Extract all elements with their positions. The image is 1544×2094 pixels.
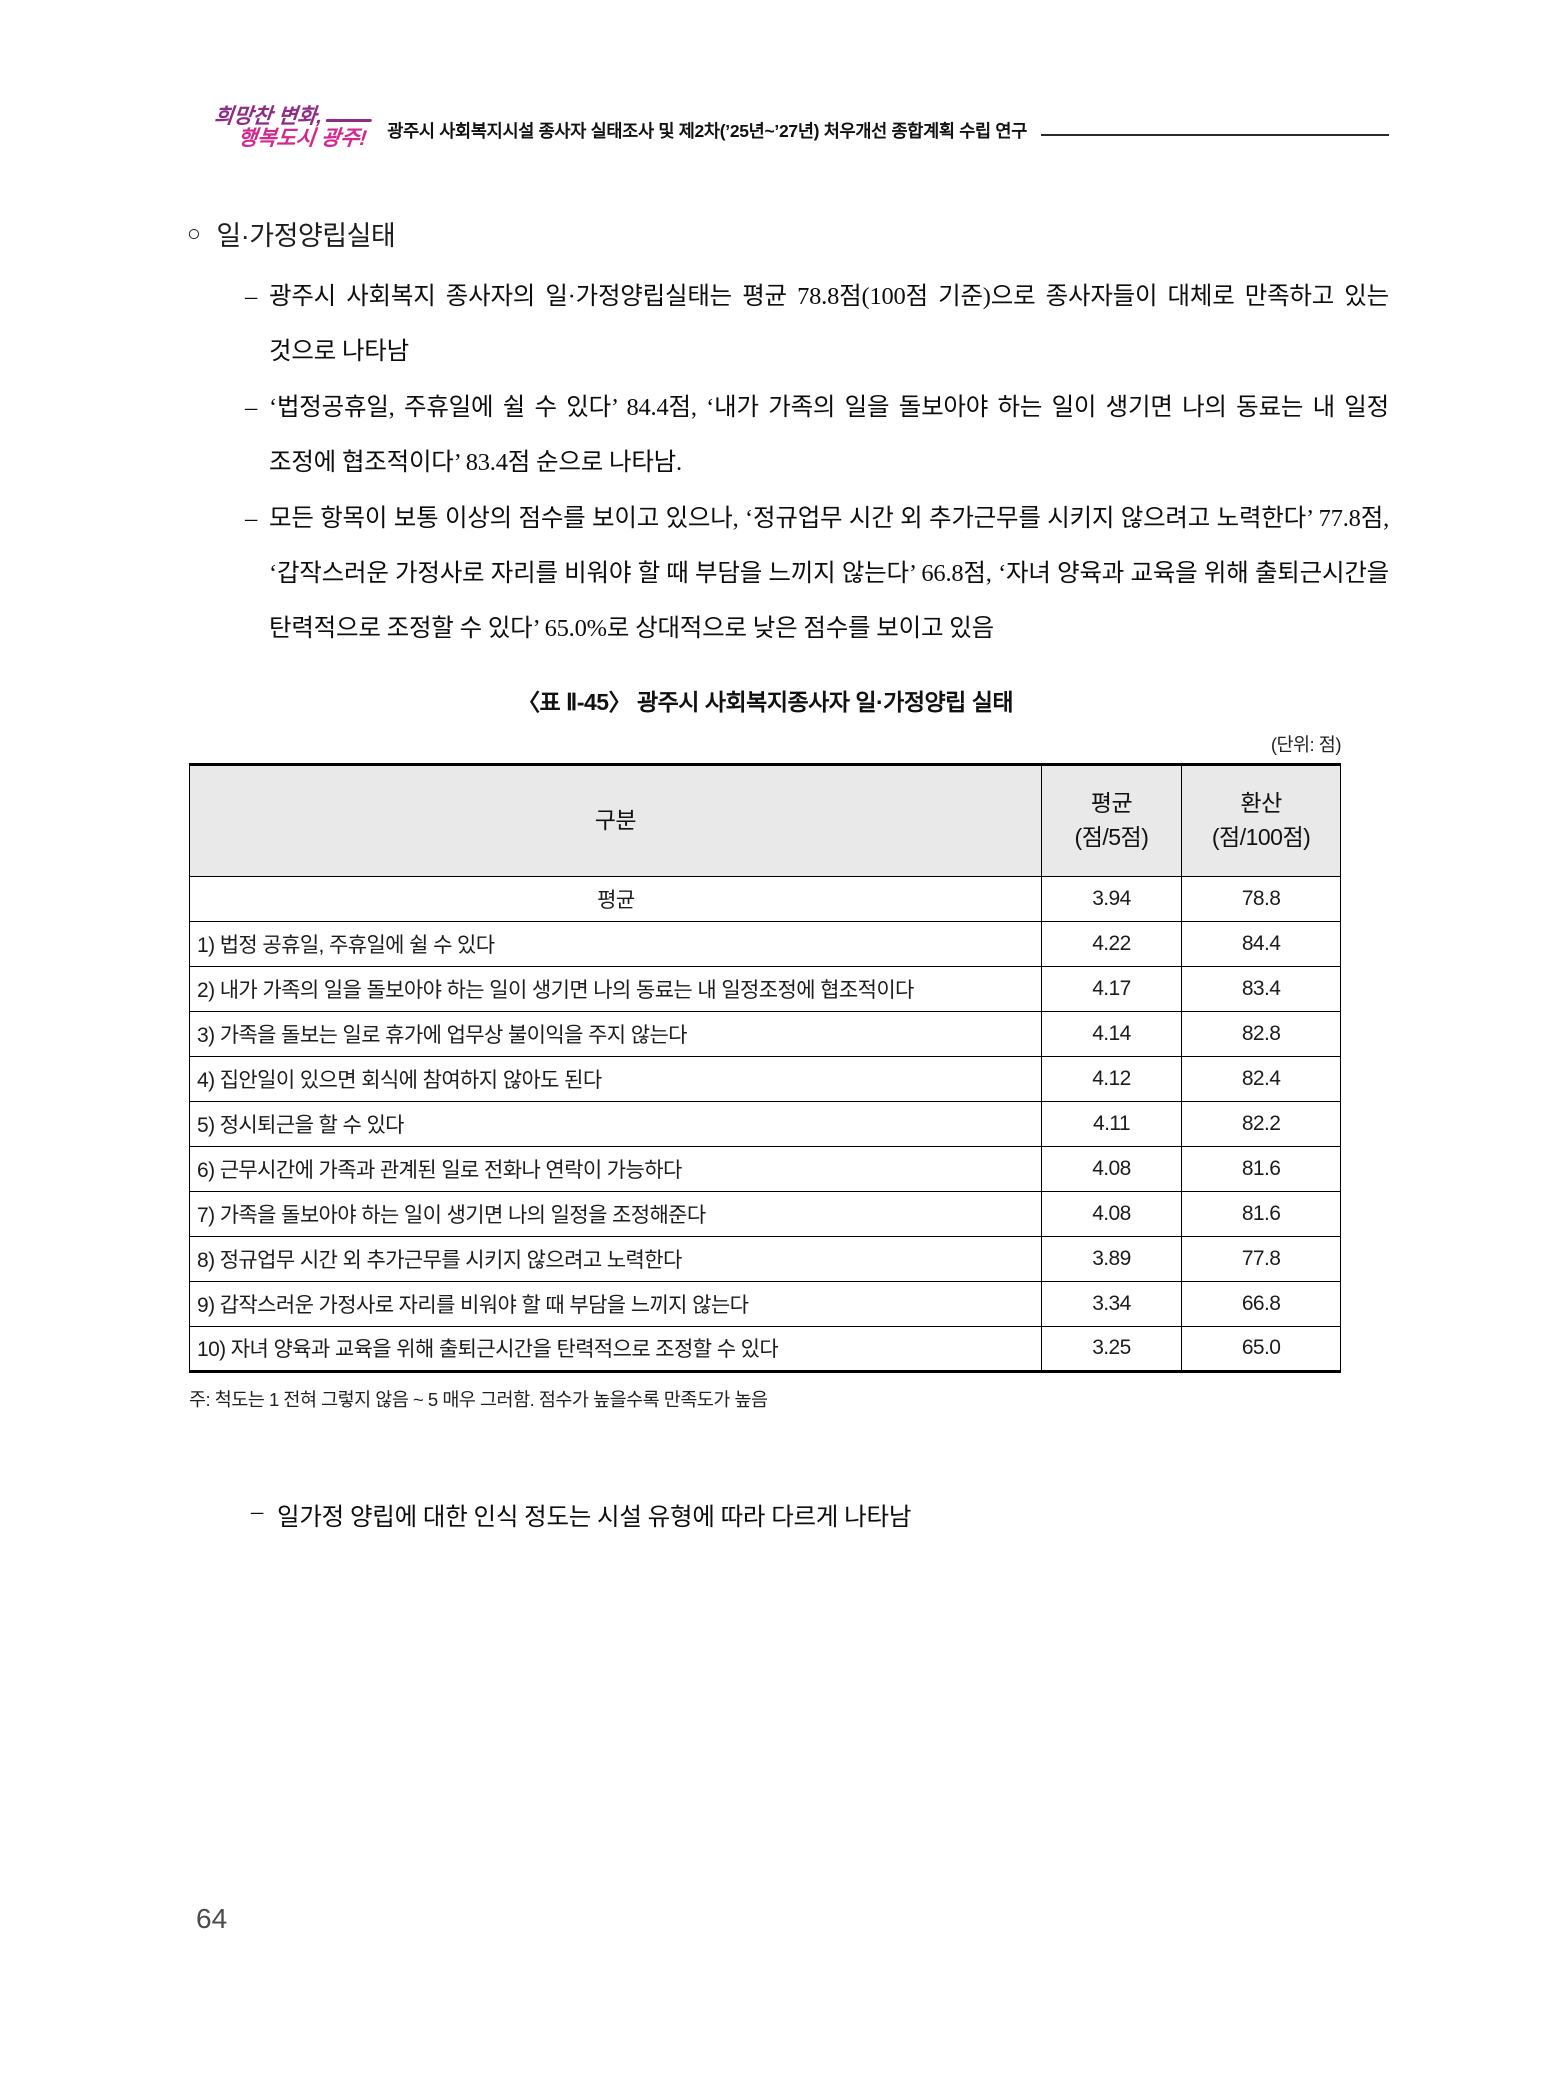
row-avg: 4.11 (1040, 1100, 1183, 1147)
bullet-text: 광주시 사회복지 종사자의 일·가정양립실태는 평균 78.8점(100점 기준… (269, 283, 1389, 366)
section-heading-text: 일·가정양립실태 (216, 221, 396, 252)
row-avg: 3.94 (1040, 875, 1183, 922)
row-scaled: 66.8 (1181, 1280, 1341, 1327)
row-scaled: 81.6 (1181, 1145, 1341, 1192)
running-head-title: 광주시 사회복지시설 종사자 실태조사 및 제2차(’25년~’27년) 처우개… (387, 121, 1028, 142)
table-row: 2) 내가 가족의 일을 돌보아야 하는 일이 생기면 나의 동료는 내 일정조… (189, 965, 1341, 1012)
header-rule (1041, 134, 1389, 137)
city-logo: 희망찬 변화, 행복도시 광주! (211, 105, 374, 151)
row-label: 9) 갑작스러운 가정사로 자리를 비워야 할 때 부담을 느끼지 않는다 (189, 1280, 1042, 1327)
circle-bullet-icon: ○ (187, 220, 201, 247)
dash-bullet-icon: – (245, 283, 258, 311)
row-scaled: 78.8 (1181, 875, 1341, 922)
table-row: 7) 가족을 돌보아야 하는 일이 생기면 나의 일정을 조정해준다 4.08 … (189, 1190, 1341, 1237)
table-body: 평균 3.94 78.8 1) 법정 공휴일, 주휴일에 쉴 수 있다 4.22… (189, 875, 1341, 1372)
col-header-avg-line2: (점/5점) (1074, 823, 1149, 850)
row-label: 7) 가족을 돌보아야 하는 일이 생기면 나의 일정을 조정해준다 (189, 1190, 1042, 1237)
table-row: 9) 갑작스러운 가정사로 자리를 비워야 할 때 부담을 느끼지 않는다 3.… (189, 1280, 1341, 1327)
row-avg: 3.34 (1040, 1280, 1183, 1327)
dash-bullet-icon: – (245, 393, 258, 421)
section-heading: ○ 일·가정양립실태 (187, 214, 1389, 253)
row-label: 2) 내가 가족의 일을 돌보아야 하는 일이 생기면 나의 동료는 내 일정조… (189, 965, 1042, 1012)
row-label: 5) 정시퇴근을 할 수 있다 (189, 1100, 1042, 1147)
table-row: 5) 정시퇴근을 할 수 있다 4.11 82.2 (189, 1100, 1341, 1147)
table-header-row: 구분 평균 (점/5점) 환산 (점/100점) (189, 763, 1341, 877)
row-label: 10) 자녀 양육과 교육을 위해 출퇴근시간을 탄력적으로 조정할 수 있다 (189, 1325, 1042, 1372)
table-header: 구분 평균 (점/5점) 환산 (점/100점) (189, 763, 1341, 877)
bullet-item: – ‘법정공휴일, 주휴일에 쉴 수 있다’ 84.4점, ‘내가 가족의 일을… (245, 380, 1389, 491)
closing-bullet: – 일가정 양립에 대한 인식 정도는 시설 유형에 따라 다르게 나타남 (251, 1498, 1389, 1533)
table-unit-label: (단위: 점) (1270, 733, 1342, 755)
table-row: 4) 집안일이 있으면 회식에 참여하지 않아도 된다 4.12 82.4 (189, 1055, 1341, 1102)
table-footnote: 주: 척도는 1 전혀 그렇지 않음 ~ 5 매우 그러함. 점수가 높을수록 … (189, 1388, 768, 1410)
row-label: 4) 집안일이 있으면 회식에 참여하지 않아도 된다 (189, 1055, 1042, 1102)
row-scaled: 65.0 (1181, 1325, 1341, 1372)
col-header-scaled: 환산 (점/100점) (1181, 763, 1341, 877)
row-label: 3) 가족을 돌보는 일로 휴가에 업무상 불이익을 주지 않는다 (189, 1010, 1042, 1057)
bullet-item: – 모든 항목이 보통 이상의 점수를 보이고 있으나, ‘정규업무 시간 외 … (245, 491, 1389, 657)
col-header-category: 구분 (189, 763, 1042, 877)
row-avg: 3.89 (1040, 1235, 1183, 1282)
page-number: 64 (196, 1903, 228, 1934)
col-header-scaled-line1: 환산 (1240, 790, 1282, 817)
col-header-avg: 평균 (점/5점) (1040, 763, 1183, 877)
row-avg: 4.14 (1040, 1010, 1183, 1057)
logo-flourish (325, 118, 373, 122)
row-avg: 4.17 (1040, 965, 1183, 1012)
bullet-list: – 광주시 사회복지 종사자의 일·가정양립실태는 평균 78.8점(100점 … (245, 269, 1389, 657)
page-header: 희망찬 변화, 행복도시 광주! 광주시 사회복지시설 종사자 실태조사 및 제… (211, 105, 1389, 151)
work-family-balance-table: 구분 평균 (점/5점) 환산 (점/100점) 평균 3.94 78.8 1)… (189, 762, 1341, 1373)
table-title: 〈표 Ⅱ-45〉 광주시 사회복지종사자 일·가정양립 실태 (516, 688, 1014, 715)
table-row: 10) 자녀 양육과 교육을 위해 출퇴근시간을 탄력적으로 조정할 수 있다 … (189, 1325, 1341, 1372)
row-label: 6) 근무시간에 가족과 관계된 일로 전화나 연락이 가능하다 (189, 1145, 1042, 1192)
table-row: 8) 정규업무 시간 외 추가근무를 시키지 않으려고 노력한다 3.89 77… (189, 1235, 1341, 1282)
col-header-avg-line1: 평균 (1090, 790, 1133, 817)
row-scaled: 77.8 (1181, 1235, 1341, 1282)
col-header-scaled-line2: (점/100점) (1211, 823, 1311, 850)
logo-slogan-line2: 행복도시 광주! (236, 127, 368, 151)
row-scaled: 82.4 (1181, 1055, 1341, 1102)
table-row: 1) 법정 공휴일, 주휴일에 쉴 수 있다 4.22 84.4 (189, 920, 1341, 967)
row-avg: 3.25 (1040, 1325, 1183, 1372)
row-label: 평균 (189, 875, 1042, 922)
row-label: 1) 법정 공휴일, 주휴일에 쉴 수 있다 (189, 920, 1042, 967)
row-label: 8) 정규업무 시간 외 추가근무를 시키지 않으려고 노력한다 (189, 1235, 1042, 1282)
dash-bullet-icon: – (251, 1497, 264, 1525)
bullet-item: – 광주시 사회복지 종사자의 일·가정양립실태는 평균 78.8점(100점 … (245, 269, 1389, 380)
row-avg: 4.08 (1040, 1190, 1183, 1237)
row-avg: 4.08 (1040, 1145, 1183, 1192)
row-scaled: 81.6 (1181, 1190, 1341, 1237)
row-scaled: 83.4 (1181, 965, 1341, 1012)
dash-bullet-icon: – (245, 504, 258, 532)
row-avg: 4.22 (1040, 920, 1183, 967)
closing-bullet-text: 일가정 양립에 대한 인식 정도는 시설 유형에 따라 다르게 나타남 (277, 1503, 912, 1531)
logo-slogan-line1: 희망찬 변화, (213, 105, 374, 128)
table-row: 평균 3.94 78.8 (189, 875, 1341, 922)
table-row: 3) 가족을 돌보는 일로 휴가에 업무상 불이익을 주지 않는다 4.14 8… (189, 1010, 1341, 1057)
table-row: 6) 근무시간에 가족과 관계된 일로 전화나 연락이 가능하다 4.08 81… (189, 1145, 1341, 1192)
row-scaled: 84.4 (1181, 920, 1341, 967)
bullet-text: ‘법정공휴일, 주휴일에 쉴 수 있다’ 84.4점, ‘내가 가족의 일을 돌… (269, 393, 1389, 477)
row-scaled: 82.2 (1181, 1100, 1341, 1147)
row-avg: 4.12 (1040, 1055, 1183, 1102)
bullet-text: 모든 항목이 보통 이상의 점수를 보이고 있으나, ‘정규업무 시간 외 추가… (269, 504, 1389, 643)
logo-slogan-line1-text: 희망찬 변화, (213, 105, 324, 128)
row-scaled: 82.8 (1181, 1010, 1341, 1057)
